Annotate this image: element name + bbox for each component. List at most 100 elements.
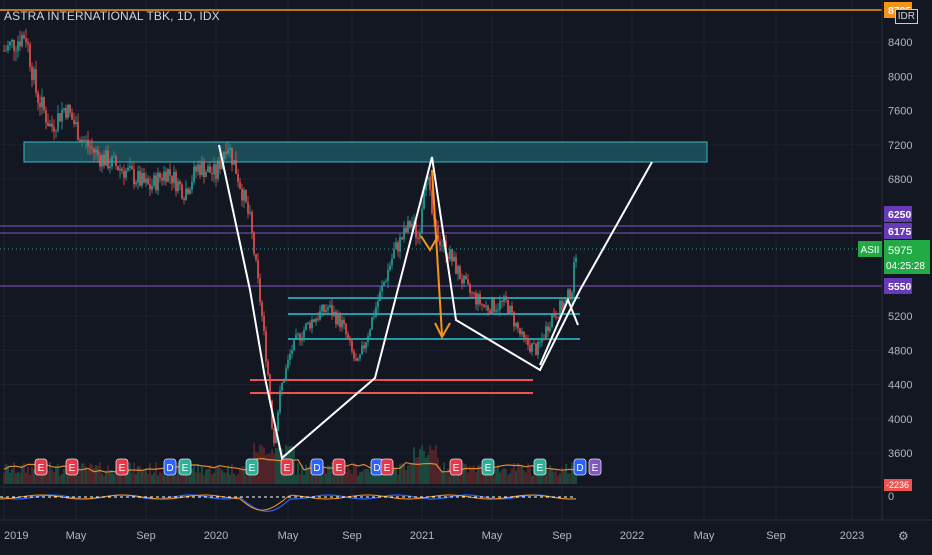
event-marker[interactable]: E xyxy=(380,458,394,476)
candle-body xyxy=(347,334,349,339)
oscillator-pane xyxy=(0,486,932,513)
volume-bar xyxy=(37,474,39,484)
time-tick-label: 2020 xyxy=(204,530,228,542)
candle-body xyxy=(191,181,193,190)
volume-bar xyxy=(465,464,467,484)
time-tick-label: May xyxy=(278,530,299,542)
event-marker[interactable]: E xyxy=(65,458,79,476)
event-marker-letter: E xyxy=(249,463,256,474)
volume-bar xyxy=(49,462,51,484)
candle-body xyxy=(31,66,33,80)
volume-bar xyxy=(251,471,253,484)
candle-body xyxy=(33,69,35,80)
event-marker[interactable]: E xyxy=(588,458,602,476)
candle-body xyxy=(201,162,203,176)
event-marker[interactable]: E xyxy=(245,458,259,476)
candle-body xyxy=(371,317,373,330)
volume-bar xyxy=(143,470,145,484)
event-marker-letter: E xyxy=(336,463,343,474)
currency-badge[interactable]: IDR xyxy=(894,9,918,24)
candle-body xyxy=(151,186,153,190)
volume-bar xyxy=(501,469,503,484)
time-tick-label: Sep xyxy=(552,530,572,542)
price-tick-label: 3600 xyxy=(888,448,912,460)
candle-body xyxy=(387,269,389,281)
candle-body xyxy=(343,319,345,324)
volume-bar xyxy=(69,474,71,484)
volume-bar xyxy=(193,465,195,484)
candle-body xyxy=(233,160,235,165)
candle-body xyxy=(21,35,23,47)
event-marker-letter: E xyxy=(182,463,189,474)
candle-body xyxy=(43,96,45,111)
volume-bar xyxy=(151,474,153,484)
candle-body xyxy=(293,338,295,351)
sub-axis-tick: 0 xyxy=(888,491,894,503)
volume-bar xyxy=(575,473,577,484)
candle-body xyxy=(519,328,521,335)
event-marker[interactable]: E xyxy=(178,458,192,476)
candle-body xyxy=(129,165,131,168)
volume-bar xyxy=(313,473,315,484)
volume-bar xyxy=(115,468,117,484)
candle-body xyxy=(193,166,195,182)
event-marker[interactable]: D xyxy=(573,458,587,476)
event-marker[interactable]: D xyxy=(310,458,324,476)
price-axis[interactable]: 8400 8000 7600 7200 6800 5200 4800 4400 4000 3600… xyxy=(858,0,932,520)
candle-body xyxy=(69,104,71,113)
event-marker[interactable]: E xyxy=(449,458,463,476)
volume-bar xyxy=(297,463,299,484)
volume-bar xyxy=(341,474,343,484)
volume-bar xyxy=(89,463,91,484)
volume-bar xyxy=(497,465,499,484)
volume-bar xyxy=(183,468,185,484)
candle-body xyxy=(305,323,307,330)
time-tick-label: Sep xyxy=(342,530,362,542)
candle-body xyxy=(351,341,353,352)
candle-body xyxy=(145,178,147,183)
volume-bar xyxy=(63,469,65,484)
volume-bar xyxy=(55,466,57,484)
candle-body xyxy=(223,151,225,159)
volume-bar xyxy=(177,462,179,484)
volume-bar xyxy=(217,464,219,484)
event-marker[interactable]: E xyxy=(34,458,48,476)
candle-body xyxy=(393,249,395,259)
volume-bar xyxy=(335,471,337,484)
candle-body xyxy=(307,322,309,324)
volume-bar xyxy=(139,466,141,484)
candle-body xyxy=(313,319,315,322)
volume-bar xyxy=(491,473,493,484)
event-marker[interactable]: E xyxy=(280,458,294,476)
candle-body xyxy=(99,155,101,167)
event-marker[interactable]: E xyxy=(533,458,547,476)
settings-icon[interactable]: ⚙ xyxy=(898,529,909,543)
volume-bar xyxy=(539,468,541,484)
grid xyxy=(0,0,882,520)
price-tick-label: 4800 xyxy=(888,345,912,357)
volume-bar xyxy=(295,475,297,484)
volume-bar xyxy=(47,470,49,484)
volume-bar xyxy=(365,469,367,484)
volume-bar xyxy=(133,462,135,484)
candle-body xyxy=(41,96,43,108)
volume-bar xyxy=(463,463,465,484)
volume-bar xyxy=(325,473,327,484)
time-axis[interactable]: 2019 May Sep 2020 May Sep 2021 May Sep 2022 May Sep… xyxy=(0,519,932,550)
candle-body xyxy=(421,208,423,233)
volume-bar xyxy=(545,471,547,484)
volume-bar xyxy=(415,457,417,484)
candle-body xyxy=(395,242,397,250)
volume-bar xyxy=(3,472,5,484)
event-marker-letter: E xyxy=(284,463,291,474)
candle-body xyxy=(109,166,111,169)
event-marker[interactable]: E xyxy=(481,458,495,476)
candle-body xyxy=(369,329,371,337)
event-marker[interactable]: E xyxy=(115,458,129,476)
volume-bar xyxy=(95,465,97,484)
event-marker[interactable]: D xyxy=(163,458,177,476)
event-marker[interactable]: E xyxy=(332,458,346,476)
